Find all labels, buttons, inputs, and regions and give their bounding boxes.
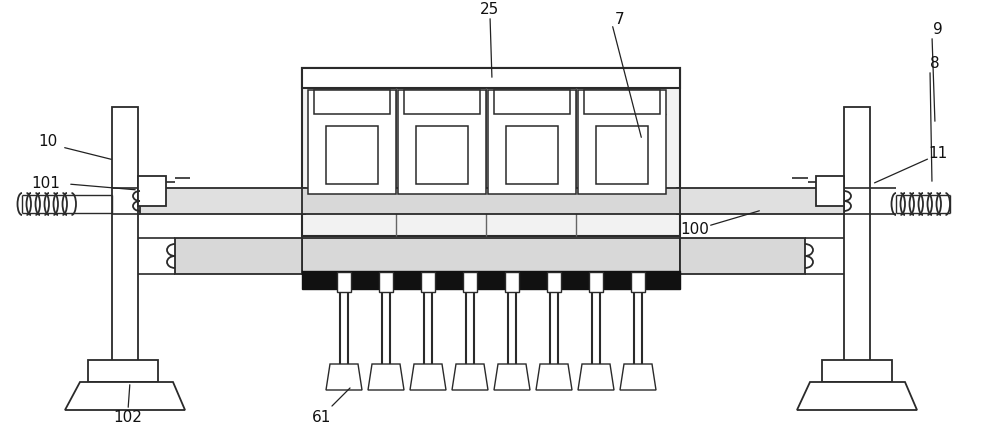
Bar bbox=[404, 90, 480, 114]
Bar bbox=[314, 90, 390, 114]
Bar bbox=[822, 360, 892, 382]
Polygon shape bbox=[65, 382, 185, 410]
Bar bbox=[505, 272, 519, 292]
Polygon shape bbox=[452, 364, 488, 390]
Text: 11: 11 bbox=[928, 146, 948, 162]
Bar bbox=[302, 68, 680, 88]
Bar bbox=[140, 188, 305, 214]
Bar bbox=[589, 272, 603, 292]
Bar bbox=[112, 107, 138, 362]
Bar bbox=[308, 90, 396, 194]
Bar bbox=[326, 126, 378, 184]
Bar bbox=[416, 126, 468, 184]
Bar bbox=[506, 126, 558, 184]
Polygon shape bbox=[578, 364, 614, 390]
Bar bbox=[494, 90, 570, 114]
Bar bbox=[578, 90, 666, 194]
Text: 100: 100 bbox=[681, 222, 709, 238]
Bar bbox=[631, 272, 645, 292]
Bar bbox=[421, 272, 435, 292]
Bar bbox=[463, 272, 477, 292]
Polygon shape bbox=[797, 382, 917, 410]
Bar bbox=[680, 238, 805, 274]
Bar bbox=[677, 188, 844, 214]
Text: 9: 9 bbox=[933, 22, 943, 38]
Bar bbox=[175, 238, 302, 274]
Bar bbox=[302, 238, 680, 274]
Bar bbox=[302, 68, 680, 236]
Text: 61: 61 bbox=[312, 410, 332, 426]
Bar bbox=[596, 126, 648, 184]
Bar bbox=[816, 176, 844, 206]
Bar bbox=[488, 90, 576, 194]
Bar bbox=[337, 272, 351, 292]
Bar bbox=[302, 271, 680, 289]
Polygon shape bbox=[620, 364, 656, 390]
Text: 101: 101 bbox=[31, 177, 61, 191]
Bar bbox=[398, 90, 486, 194]
Text: 7: 7 bbox=[615, 13, 625, 28]
Polygon shape bbox=[494, 364, 530, 390]
Polygon shape bbox=[326, 364, 362, 390]
Bar bbox=[302, 188, 680, 214]
Bar bbox=[138, 176, 166, 206]
Polygon shape bbox=[536, 364, 572, 390]
Text: 25: 25 bbox=[480, 3, 500, 18]
Text: 8: 8 bbox=[930, 57, 940, 72]
Bar bbox=[547, 272, 561, 292]
Bar bbox=[584, 90, 660, 114]
Bar bbox=[844, 107, 870, 362]
Polygon shape bbox=[410, 364, 446, 390]
Text: 102: 102 bbox=[114, 410, 142, 426]
Bar bbox=[379, 272, 393, 292]
Bar bbox=[88, 360, 158, 382]
Text: 10: 10 bbox=[38, 134, 58, 149]
Polygon shape bbox=[368, 364, 404, 390]
